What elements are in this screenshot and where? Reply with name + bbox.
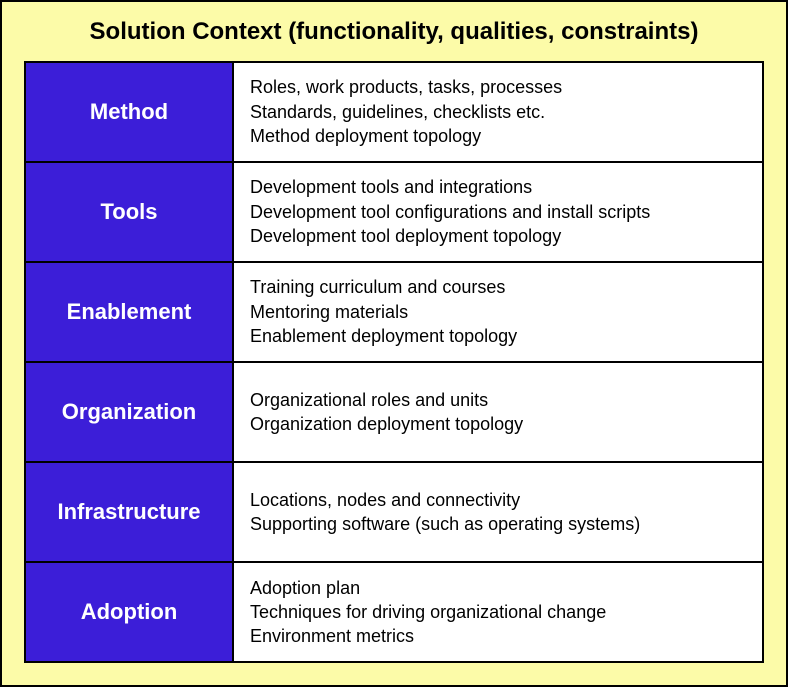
row-description: Development tools and integrationsDevelo… [234,163,762,261]
description-line: Adoption plan [250,576,746,600]
row-label: Tools [26,163,234,261]
table-row: OrganizationOrganizational roles and uni… [26,363,762,463]
description-line: Method deployment topology [250,124,746,148]
description-line: Organizational roles and units [250,388,746,412]
table-row: EnablementTraining curriculum and course… [26,263,762,363]
table-row: MethodRoles, work products, tasks, proce… [26,63,762,163]
description-line: Mentoring materials [250,300,746,324]
description-line: Standards, guidelines, checklists etc. [250,100,746,124]
row-label: Infrastructure [26,463,234,561]
description-line: Techniques for driving organizational ch… [250,600,746,624]
page-title: Solution Context (functionality, qualiti… [24,2,764,61]
description-line: Enablement deployment topology [250,324,746,348]
row-description: Adoption planTechniques for driving orga… [234,563,762,661]
description-line: Development tool configurations and inst… [250,200,746,224]
table-row: ToolsDevelopment tools and integrationsD… [26,163,762,263]
row-description: Locations, nodes and connectivitySupport… [234,463,762,561]
description-line: Training curriculum and courses [250,275,746,299]
description-line: Supporting software (such as operating s… [250,512,746,536]
row-description: Organizational roles and unitsOrganizati… [234,363,762,461]
description-line: Development tools and integrations [250,175,746,199]
row-label: Organization [26,363,234,461]
description-line: Development tool deployment topology [250,224,746,248]
table-row: InfrastructureLocations, nodes and conne… [26,463,762,563]
description-line: Locations, nodes and connectivity [250,488,746,512]
description-line: Roles, work products, tasks, processes [250,75,746,99]
description-line: Environment metrics [250,624,746,648]
row-label: Method [26,63,234,161]
row-label: Enablement [26,263,234,361]
row-description: Training curriculum and coursesMentoring… [234,263,762,361]
row-label: Adoption [26,563,234,661]
context-table: MethodRoles, work products, tasks, proce… [24,61,764,663]
description-line: Organization deployment topology [250,412,746,436]
solution-context-frame: Solution Context (functionality, qualiti… [0,0,788,687]
row-description: Roles, work products, tasks, processesSt… [234,63,762,161]
table-row: AdoptionAdoption planTechniques for driv… [26,563,762,663]
